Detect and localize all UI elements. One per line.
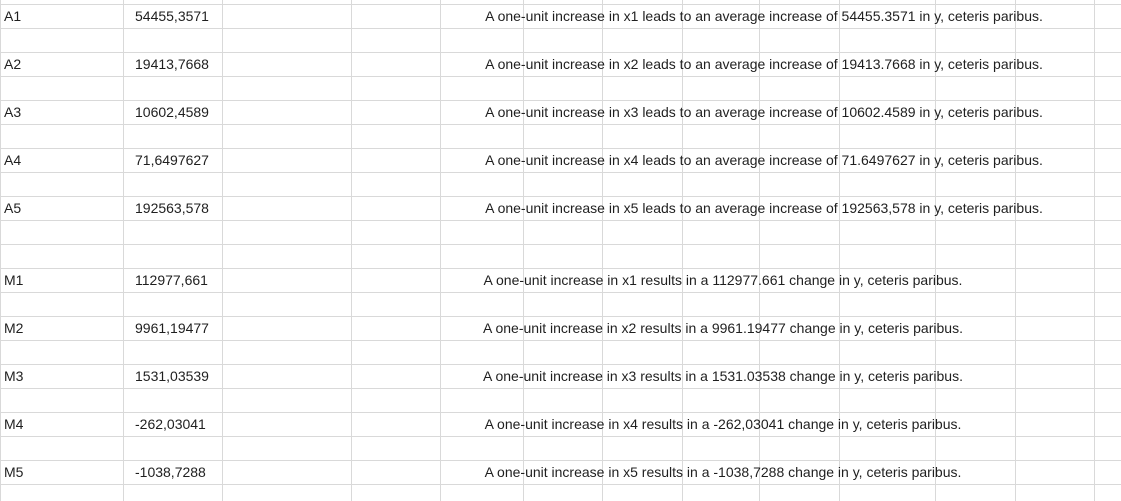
table-row[interactable]: A5 192563,578 A one-unit increase in x5 … [0, 196, 1121, 220]
table-row[interactable]: A3 10602,4589 A one-unit increase in x3 … [0, 100, 1121, 124]
column-divider [351, 0, 352, 501]
table-row[interactable]: M4 -262,03041 A one-unit increase in x4 … [0, 412, 1121, 436]
cell-value[interactable]: 71,6497627 [135, 152, 209, 168]
cell-value[interactable]: 19413,7668 [135, 56, 209, 72]
cell-value[interactable]: 9961,19477 [135, 320, 209, 336]
cell-label[interactable]: A4 [4, 152, 22, 168]
cell-interpretation[interactable]: A one-unit increase in x3 leads to an av… [485, 104, 1043, 120]
column-divider [839, 0, 840, 501]
column-divider [440, 0, 441, 501]
table-row[interactable]: A1 54455,3571 A one-unit increase in x1 … [0, 4, 1121, 28]
cell-value[interactable]: 10602,4589 [135, 104, 209, 120]
column-divider [602, 0, 603, 501]
cell-interpretation[interactable]: A one-unit increase in x3 results in a 1… [483, 368, 963, 384]
cell-label[interactable]: M4 [4, 416, 24, 432]
table-row[interactable]: M1 112977,661 A one-unit increase in x1 … [0, 268, 1121, 292]
column-divider [523, 0, 524, 501]
cell-value[interactable]: 112977,661 [135, 272, 208, 288]
cell-label[interactable]: A3 [4, 104, 22, 120]
cell-interpretation[interactable]: A one-unit increase in x4 leads to an av… [485, 152, 1043, 168]
table-row[interactable]: M2 9961,19477 A one-unit increase in x2 … [0, 316, 1121, 340]
cell-interpretation[interactable]: A one-unit increase in x1 results in a 1… [483, 272, 963, 288]
cell-value[interactable]: 1531,03539 [135, 368, 209, 384]
cell-interpretation[interactable]: A one-unit increase in x5 leads to an av… [485, 200, 1043, 216]
column-divider [682, 0, 683, 501]
cell-interpretation[interactable]: A one-unit increase in x5 results in a -… [484, 464, 962, 480]
column-divider [935, 0, 936, 501]
table-row[interactable]: A2 19413,7668 A one-unit increase in x2 … [0, 52, 1121, 76]
cell-label[interactable]: A2 [4, 56, 22, 72]
cell-label[interactable]: M5 [4, 464, 24, 480]
cell-label[interactable]: A5 [4, 200, 22, 216]
column-divider [1015, 0, 1016, 501]
column-divider [222, 0, 223, 501]
cell-value[interactable]: 192563,578 [135, 200, 209, 216]
cell-label[interactable]: M2 [4, 320, 24, 336]
column-divider [123, 0, 124, 501]
cell-label[interactable]: A1 [4, 8, 22, 24]
column-divider [1094, 0, 1095, 501]
table-row[interactable]: M5 -1038,7288 A one-unit increase in x5 … [0, 460, 1121, 484]
cell-interpretation[interactable]: A one-unit increase in x1 leads to an av… [485, 8, 1043, 24]
cell-interpretation[interactable]: A one-unit increase in x2 results in a 9… [483, 320, 963, 336]
table-row[interactable]: M3 1531,03539 A one-unit increase in x3 … [0, 364, 1121, 388]
cell-value[interactable]: -1038,7288 [135, 464, 206, 480]
cell-interpretation[interactable]: A one-unit increase in x4 results in a -… [484, 416, 962, 432]
cell-label[interactable]: M3 [4, 368, 24, 384]
cell-interpretation[interactable]: A one-unit increase in x2 leads to an av… [485, 56, 1043, 72]
cell-label[interactable]: M1 [4, 272, 24, 288]
cell-value[interactable]: -262,03041 [135, 416, 206, 432]
cell-value[interactable]: 54455,3571 [135, 8, 209, 24]
column-divider [759, 0, 760, 501]
table-row[interactable]: A4 71,6497627 A one-unit increase in x4 … [0, 148, 1121, 172]
